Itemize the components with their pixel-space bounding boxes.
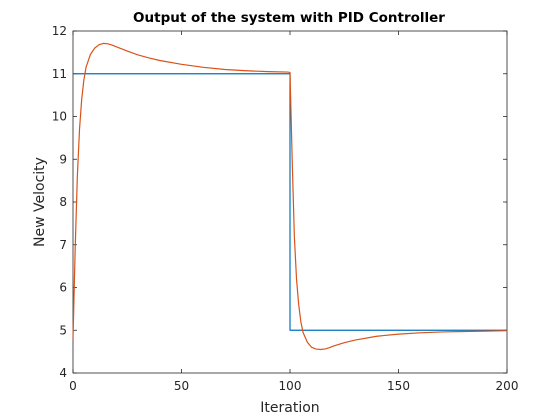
y-axis-label: New Velocity [32, 157, 48, 247]
y-tick-label: 5 [59, 323, 67, 337]
x-tick-label: 150 [387, 379, 410, 393]
y-tick-label: 8 [59, 195, 67, 209]
setpoint-series-line [73, 73, 507, 331]
x-tick-label: 0 [69, 379, 77, 393]
x-tick-label: 100 [279, 379, 302, 393]
y-tick-label: 6 [59, 281, 67, 295]
y-tick-label: 12 [52, 24, 67, 38]
x-axis-label: Iteration [260, 400, 319, 416]
pid-output-series-line [72, 42, 508, 351]
y-tick-label: 10 [52, 110, 67, 124]
y-tick-label: 7 [59, 238, 67, 252]
x-tick-label: 50 [174, 379, 189, 393]
y-tick-label: 11 [52, 67, 67, 81]
chart-title: Output of the system with PID Controller [133, 10, 445, 26]
series-layer [72, 42, 508, 351]
x-tick-label: 200 [496, 379, 519, 393]
y-tick-label: 9 [59, 152, 67, 166]
axis-ticks: 0 50 100 150 200 4 5 6 7 8 9 10 11 12 [52, 24, 519, 393]
y-tick-label: 4 [59, 366, 67, 380]
